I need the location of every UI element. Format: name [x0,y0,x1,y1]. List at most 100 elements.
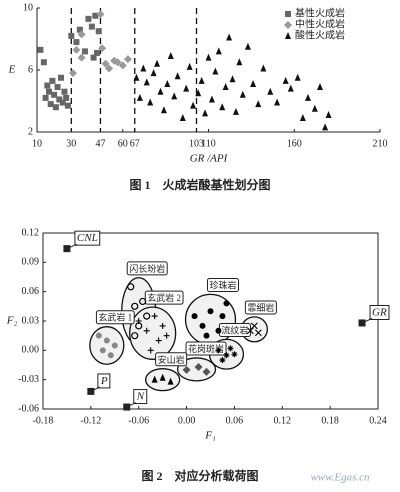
label-box [244,300,277,315]
point [254,329,262,337]
point [236,58,243,66]
point [85,15,92,22]
point [54,84,61,91]
point [95,28,102,35]
point [131,302,139,310]
point [154,59,161,67]
point [160,106,167,114]
point [226,33,233,41]
point [250,79,257,87]
point [69,69,78,78]
point [231,351,238,358]
point [246,327,254,335]
y-tick-label: 0.12 [22,227,40,238]
point [222,83,229,91]
point [113,58,122,67]
y-axis-label: F₂ [6,315,18,327]
point [123,55,132,64]
point [98,44,107,53]
point [167,52,174,60]
y-tick-label: 10 [23,2,33,13]
point [202,367,211,376]
group-ellipse [89,326,125,365]
leader [361,318,373,324]
point [127,283,135,291]
label-box [126,261,168,276]
x-tick-label: 0.12 [274,415,292,426]
legend-label: 酸性火成岩 [295,28,345,41]
point [219,357,226,364]
label-box [133,389,148,405]
x-tick-label: -0.12 [80,415,101,426]
x-tick-label: 103 [189,138,204,149]
point [135,318,142,324]
label-box [74,230,101,246]
point [294,73,301,81]
y-tick-label: -0.06 [18,403,39,414]
point [260,64,267,72]
point [267,87,274,95]
x-tick-label: 60 [118,138,128,149]
figure-caption: 图 2 对应分析载荷图 [141,468,258,483]
point [316,83,323,91]
point [223,300,230,307]
point [51,91,58,98]
point [229,75,236,83]
x-tick-label: -0.06 [128,415,149,426]
point [255,100,262,108]
point [143,327,150,334]
x-tick-label: 0.00 [178,415,196,426]
x-tick-label: -0.18 [33,415,54,426]
point [274,98,281,106]
point [105,64,114,73]
point [63,94,70,101]
point [37,46,44,53]
legend-marker [285,32,291,39]
label-box [185,341,227,356]
x-tick-label: 0.06 [226,415,244,426]
x-tick-label: 0.18 [321,415,339,426]
x-axis-label: F₁ [204,430,216,442]
point [159,322,166,329]
point [42,94,49,101]
point [322,123,329,131]
point [49,77,56,84]
point-label: GR [372,306,387,318]
y-tick-label: 0.09 [22,257,40,268]
point [52,104,59,111]
x-tick-label: 0.24 [369,415,387,426]
point [215,47,222,55]
point [244,42,251,50]
point [58,74,65,81]
legend-label: 中性火成岩 [295,17,345,30]
label-box [206,277,239,292]
leader [66,243,78,250]
point [182,365,191,374]
point [95,332,102,339]
group-label: 玄武岩 1 [98,312,132,323]
label-box [97,373,111,389]
label-box [95,310,135,325]
x-tick-label: 110 [201,138,216,149]
point [61,88,68,95]
point [76,26,83,33]
watermark: www.Egas.cn [310,472,370,484]
point [44,82,51,89]
label-box [369,304,390,320]
point [88,23,95,30]
point [215,327,222,334]
point [179,114,186,122]
point [223,352,230,359]
point [59,99,66,106]
point [157,87,164,95]
y-tick-label: 0.06 [22,286,40,297]
y-tick-label: 6 [28,64,33,75]
group-label: 安山岩 [158,354,185,365]
point [311,104,318,112]
point [219,313,226,320]
point [208,95,215,103]
point [151,313,158,320]
label-box [144,290,184,305]
point [68,32,75,39]
point [198,76,205,84]
